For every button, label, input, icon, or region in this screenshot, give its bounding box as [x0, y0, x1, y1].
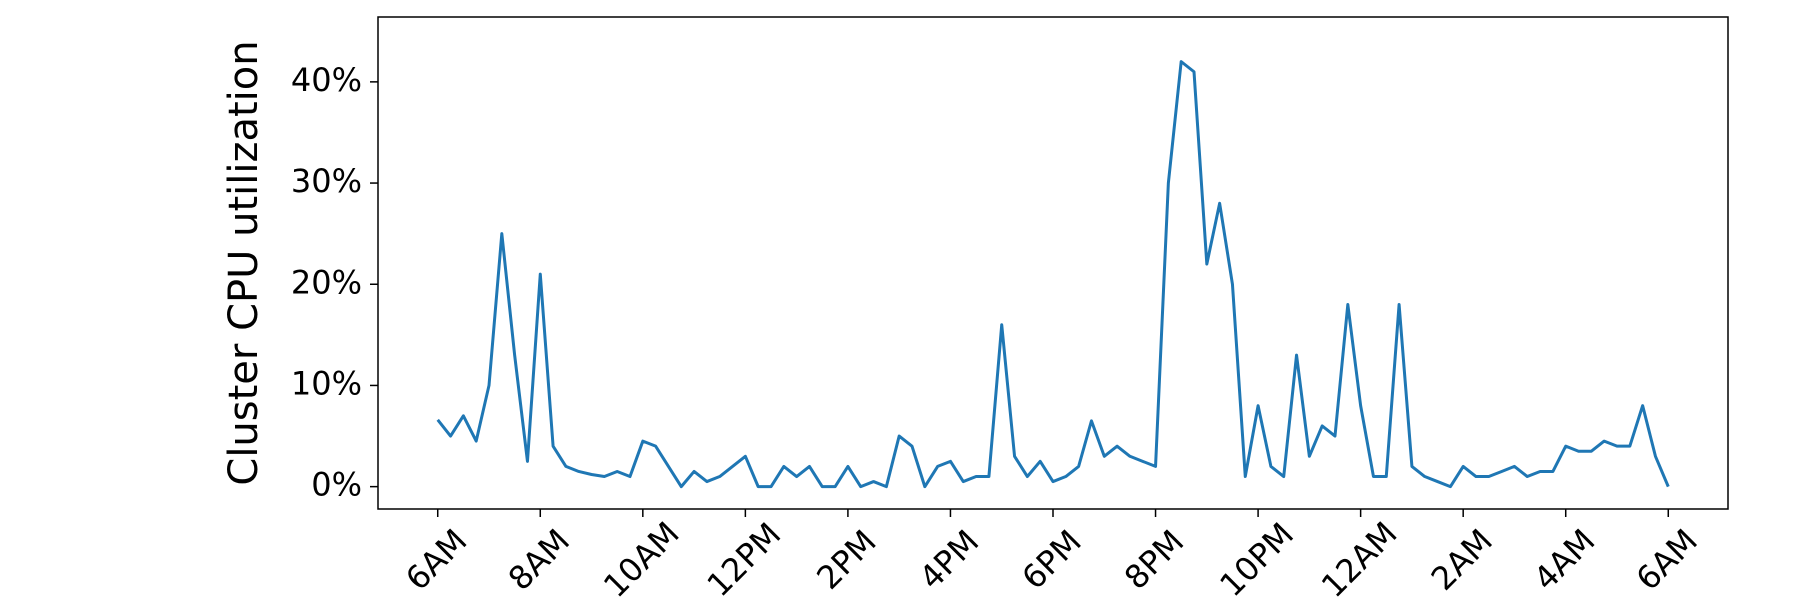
x-tick-label: 10AM — [596, 514, 687, 600]
x-tick-label: 6AM — [1629, 521, 1705, 597]
x-tick-label: 8AM — [501, 521, 577, 597]
y-tick-label: 30% — [291, 162, 362, 200]
y-tick-label: 40% — [291, 61, 362, 99]
x-tick-label: 2PM — [809, 522, 883, 596]
x-tick-label: 4PM — [912, 522, 986, 596]
series-line — [436, 60, 1670, 489]
x-tick-label: 2AM — [1424, 521, 1500, 597]
x-tick-label: 8PM — [1117, 522, 1191, 596]
x-tick-label: 6AM — [398, 521, 474, 597]
plot-frame — [377, 16, 1729, 510]
x-tick-label: 4AM — [1526, 521, 1602, 597]
y-axis-label: Cluster CPU utilization — [221, 40, 267, 485]
x-tick-label: 12PM — [700, 515, 789, 600]
y-tick-label: 20% — [291, 263, 362, 301]
y-tick-label: 0% — [311, 466, 362, 504]
x-tick-label: 6PM — [1014, 522, 1088, 596]
x-tick-label: 10PM — [1212, 515, 1301, 600]
x-tick-label: 12AM — [1314, 514, 1405, 600]
y-tick-label: 10% — [291, 364, 362, 402]
